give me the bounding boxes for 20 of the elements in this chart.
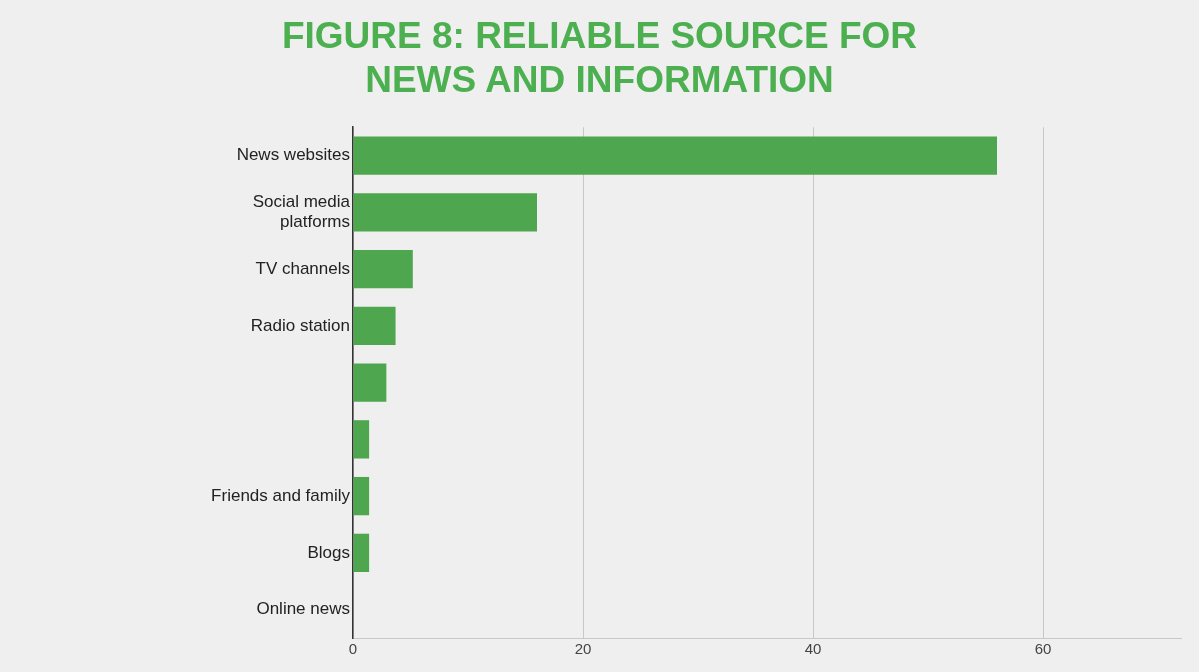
bar: [353, 420, 370, 459]
bar: [353, 363, 387, 402]
bar: [353, 193, 537, 232]
y-tick-label: Blogs: [307, 542, 350, 562]
x-tick-label: 20: [574, 640, 592, 658]
y-tick-label: News websites: [236, 145, 350, 165]
bar: [353, 476, 370, 516]
x-tick-label: 40: [804, 640, 822, 658]
y-tick-label: Friends and family: [211, 485, 351, 505]
x-tick-label: 0: [348, 640, 358, 658]
bar: [353, 306, 396, 345]
y-tick-label: Online news: [256, 599, 350, 619]
chart-title: FIGURE 8: RELIABLE SOURCE FOR NEWS AND INFORMATION: [280, 14, 919, 102]
bar: [353, 136, 997, 175]
y-tick-label: Social media platforms: [252, 191, 351, 232]
bar: [353, 249, 413, 289]
y-tick-label: TV channels: [255, 258, 350, 278]
bar: [353, 533, 370, 573]
y-tick-label: Radio station: [250, 315, 350, 335]
x-tick-label: 60: [1034, 640, 1052, 658]
